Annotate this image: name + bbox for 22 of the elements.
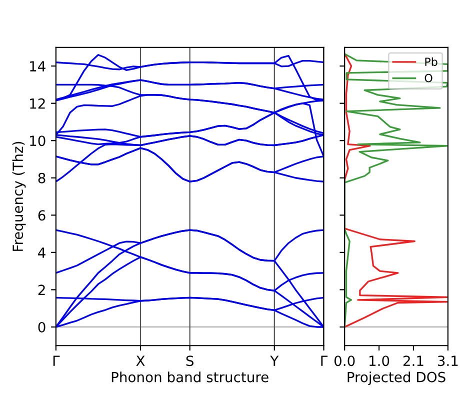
x-tick-label: X: [136, 356, 145, 366]
y-tick-label: 14: [30, 61, 46, 72]
x-tick-label: Γ: [53, 356, 60, 366]
y-axis-title: Frequency (Thz): [12, 142, 26, 251]
y-tick-label: 10: [30, 136, 46, 146]
y-tick-label: 8: [38, 172, 46, 184]
y-tick-label: 12: [30, 98, 45, 109]
x-tick-label: 2.1: [403, 356, 424, 366]
y-tick-label: 6: [38, 210, 46, 221]
y-tick-label: 4: [38, 248, 46, 258]
legend-label: O: [424, 74, 432, 82]
x-tick-label: Y: [270, 356, 279, 366]
x-axis-title: Phonon band structure: [112, 372, 268, 382]
x-tick-label: 3.1: [438, 356, 458, 366]
x-axis-title: Projected DOS: [348, 372, 446, 386]
x-tick-label: 0.0: [334, 356, 355, 366]
y-tick-label: 0: [38, 322, 46, 332]
x-tick-label: S: [186, 356, 194, 366]
y-tick-label: 2: [38, 284, 45, 295]
x-tick-label: 1.0: [370, 356, 390, 366]
x-tick-label: Γ: [321, 356, 328, 366]
legend-label: Pb: [425, 57, 438, 66]
